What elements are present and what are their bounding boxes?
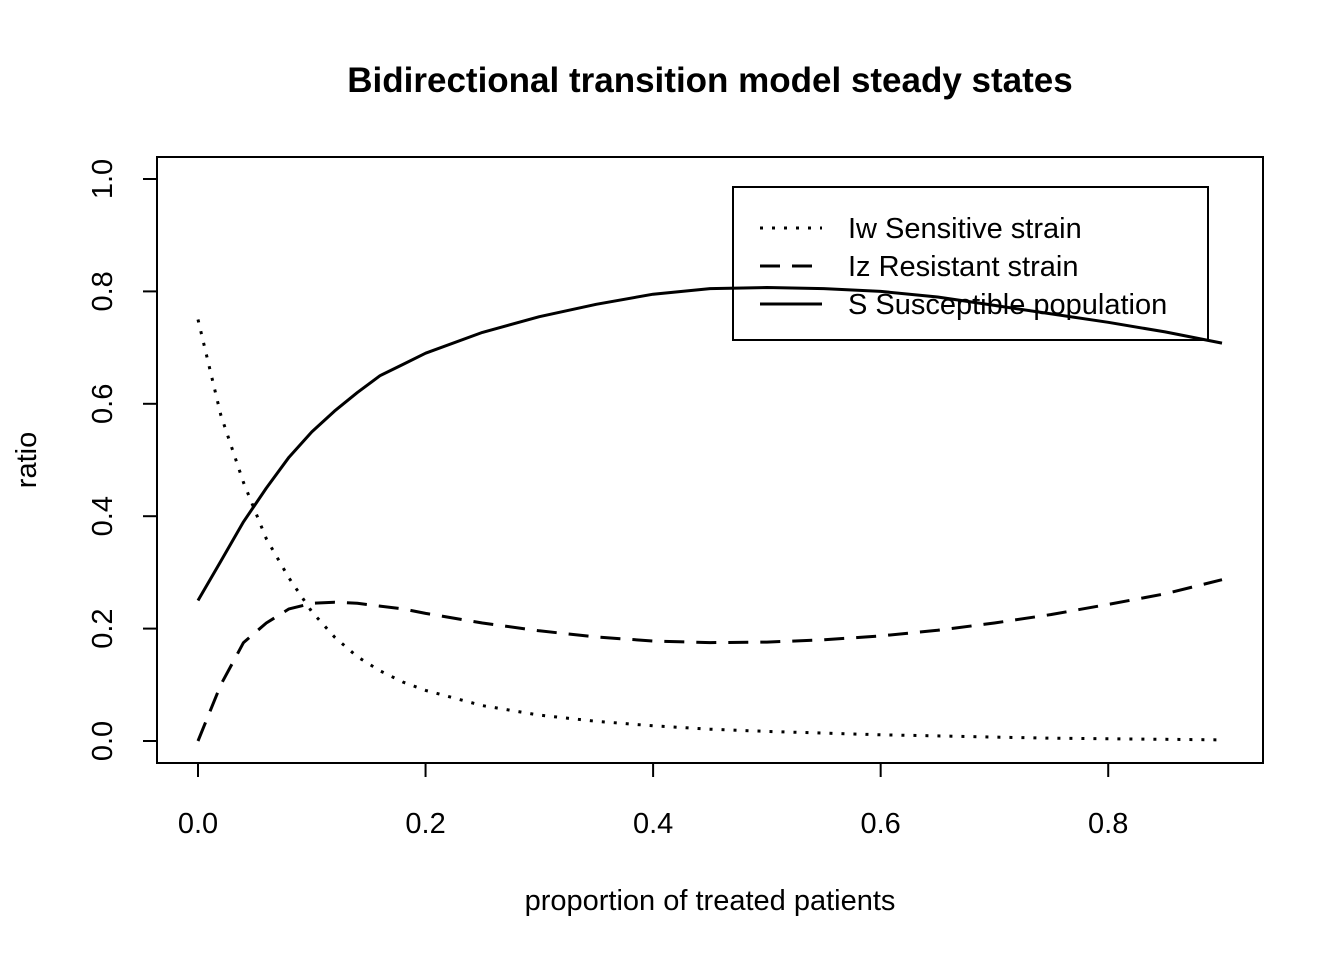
chart-title: Bidirectional transition model steady st… xyxy=(347,61,1072,100)
x-tick-label-0: 0.0 xyxy=(178,808,218,840)
y-axis: 0.0 0.2 0.4 0.6 0.8 1.0 xyxy=(87,159,157,761)
legend-label-2: S Susceptible population xyxy=(848,289,1167,321)
legend-label-0: Iw Sensitive strain xyxy=(848,213,1082,245)
x-tick-label-4: 0.8 xyxy=(1088,808,1128,840)
legend: Iw Sensitive strain Iz Resistant strain S … xyxy=(732,186,1209,341)
y-tick-label-2: 0.4 xyxy=(87,496,119,536)
plot-frame xyxy=(156,156,1264,764)
legend-box xyxy=(732,186,1209,341)
x-tick-label-1: 0.2 xyxy=(405,808,445,840)
x-tick-label-3: 0.6 xyxy=(861,808,901,840)
x-axis: 0.0 0.2 0.4 0.6 0.8 xyxy=(178,763,1128,840)
y-tick-label-0: 0.0 xyxy=(87,721,119,761)
y-tick-label-1: 0.2 xyxy=(87,608,119,648)
y-tick-label-5: 1.0 xyxy=(87,159,119,199)
series-line-0 xyxy=(196,319,1223,742)
series-line-1 xyxy=(196,578,1223,742)
y-tick-label-3: 0.6 xyxy=(87,384,119,424)
series-line-2 xyxy=(196,286,1223,602)
legend-label-1: Iz Resistant strain xyxy=(848,251,1078,283)
y-axis-label: ratio xyxy=(11,432,43,488)
x-axis-label: proportion of treated patients xyxy=(525,885,896,917)
x-tick-label-2: 0.4 xyxy=(633,808,673,840)
plot-area xyxy=(196,286,1223,742)
y-tick-label-4: 0.8 xyxy=(87,271,119,311)
